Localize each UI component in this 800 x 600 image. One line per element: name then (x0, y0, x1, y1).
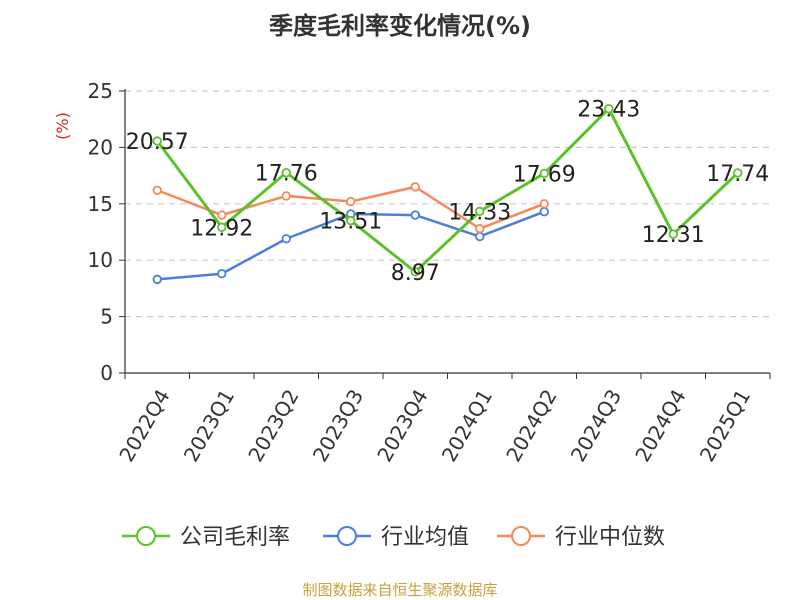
series-line (156, 107, 739, 274)
x-tick-label: 2025Q1 (695, 385, 755, 466)
data-point (539, 168, 549, 179)
y-tick-label: 10 (88, 248, 113, 272)
data-point (410, 210, 420, 220)
series-0 (152, 104, 743, 277)
y-tick-label: 5 (100, 305, 113, 329)
legend-item[interactable]: 行业中位数 (497, 525, 665, 550)
x-tick-label: 2022Q4 (114, 385, 174, 466)
data-label: 17.76 (255, 162, 318, 187)
data-point (281, 234, 291, 244)
legend-item[interactable]: 行业均值 (323, 525, 469, 550)
x-tick-label: 2023Q1 (179, 385, 239, 466)
x-tick-label: 2024Q4 (630, 385, 690, 466)
data-point (152, 274, 162, 285)
y-tick-label: 0 (100, 361, 113, 385)
data-label: 8.97 (391, 261, 440, 286)
data-label: 23.43 (577, 98, 640, 123)
legend-label: 公司毛利率 (180, 525, 290, 550)
legend-marker (337, 526, 357, 546)
data-point (410, 182, 420, 192)
data-point (152, 136, 162, 146)
data-point (346, 196, 356, 207)
legend[interactable]: 公司毛利率 行业均值 行业中位数 (122, 525, 665, 550)
data-point (346, 215, 356, 226)
data-point (475, 231, 485, 242)
data-label: 14.33 (448, 200, 511, 225)
data-point (668, 229, 678, 239)
legend-label: 行业中位数 (555, 525, 665, 550)
chart-title: 季度毛利率变化情况(%) (269, 12, 531, 40)
data-point (539, 199, 549, 209)
data-label: 17.69 (513, 162, 576, 187)
data-point (281, 191, 291, 201)
y-tick-label: 20 (88, 135, 113, 159)
data-point (539, 206, 549, 217)
data-point (604, 104, 614, 114)
source-note: 制图数据来自恒生聚源数据库 (302, 581, 497, 599)
x-tick-label: 2023Q4 (372, 385, 432, 466)
data-point (281, 167, 291, 178)
data-point (217, 222, 227, 232)
data-label: 12.31 (642, 223, 705, 248)
y-tick-label: 15 (88, 192, 113, 216)
x-tick-label: 2024Q2 (501, 385, 561, 466)
series-lines (152, 104, 743, 285)
grid-lines (125, 90, 770, 318)
x-tick-label: 2023Q3 (308, 385, 368, 466)
series-2 (152, 182, 549, 234)
y-tick-label: 25 (88, 79, 113, 103)
data-point (217, 269, 227, 279)
x-tick-label: 2024Q3 (566, 385, 626, 466)
legend-label: 行业均值 (381, 525, 469, 550)
legend-item[interactable]: 公司毛利率 (122, 525, 290, 550)
data-point (733, 168, 743, 178)
x-tick-label: 2024Q1 (437, 385, 497, 466)
data-point (475, 206, 485, 217)
data-point (475, 223, 485, 234)
data-label: 13.51 (319, 210, 382, 235)
data-point (410, 267, 420, 277)
legend-marker (511, 526, 531, 546)
data-point (217, 210, 227, 220)
data-label: 17.74 (706, 162, 769, 187)
x-tick-label: 2023Q2 (243, 385, 303, 466)
data-point (152, 185, 162, 195)
y-axis-unit: (%) (53, 112, 72, 140)
legend-marker (136, 526, 156, 546)
data-label: 20.57 (126, 130, 189, 155)
data-label: 12.92 (190, 216, 253, 241)
